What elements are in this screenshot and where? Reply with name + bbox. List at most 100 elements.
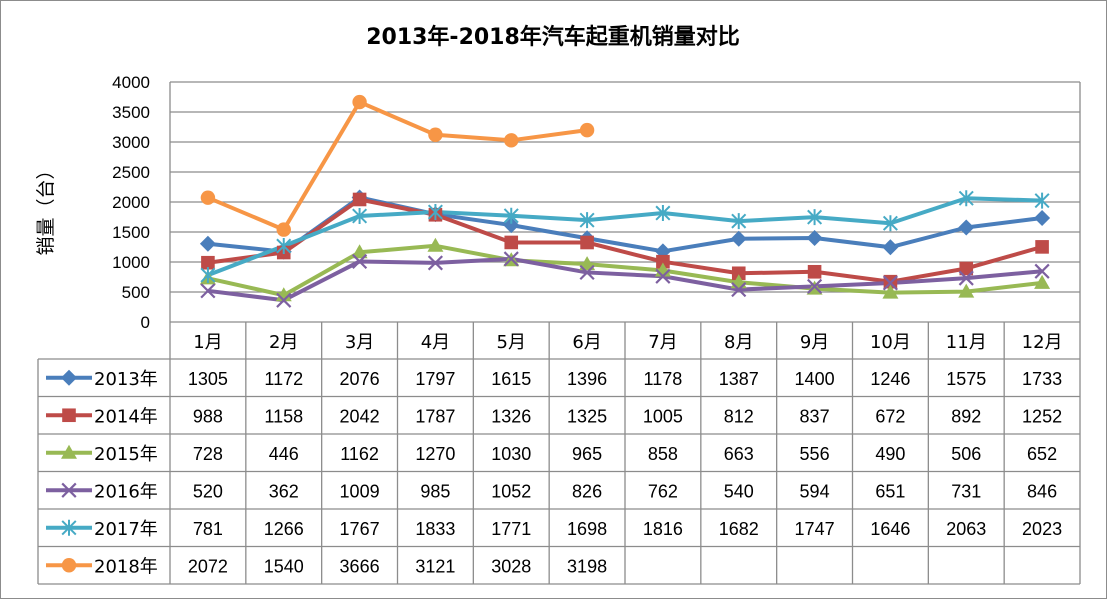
series-line <box>207 196 1043 278</box>
table-cell: 1396 <box>567 369 607 389</box>
table-cell: 858 <box>648 444 678 464</box>
data-point <box>807 209 823 226</box>
data-point <box>428 127 443 142</box>
table-cell: 3028 <box>491 556 531 576</box>
series-line <box>207 256 1043 303</box>
table-cell: 1575 <box>946 369 986 389</box>
x-tick-label: 5月 <box>497 332 526 353</box>
legend-label: 2015年 <box>94 444 158 465</box>
x-tick-label: 7月 <box>648 332 677 353</box>
data-point <box>1034 192 1050 209</box>
table-cell: 1005 <box>643 406 683 426</box>
data-point <box>427 255 443 271</box>
table-cell: 1158 <box>264 406 303 426</box>
table-cell: 1162 <box>340 444 379 464</box>
table-cell: 762 <box>648 481 678 501</box>
data-point <box>731 282 747 298</box>
table-cell: 837 <box>800 406 830 426</box>
table-cell: 651 <box>875 481 905 501</box>
data-point <box>503 251 519 267</box>
table-cell: 985 <box>420 481 450 501</box>
table-cell: 1172 <box>264 369 303 389</box>
y-tick-label: 0 <box>141 313 150 332</box>
table-cell: 1305 <box>188 369 228 389</box>
table-cell: 1816 <box>643 519 683 539</box>
data-point <box>201 255 215 270</box>
table-cell: 1400 <box>795 369 835 389</box>
data-point <box>1035 240 1049 254</box>
x-tick-label: 12月 <box>1022 332 1063 353</box>
data-point <box>1034 210 1051 227</box>
data-point <box>579 122 595 138</box>
table-cell: 1252 <box>1022 406 1062 426</box>
data-point <box>730 230 747 247</box>
legend-label: 2018年 <box>94 556 158 577</box>
data-point <box>352 253 368 270</box>
table-cell: 781 <box>193 519 223 539</box>
x-tick-label: 4月 <box>421 332 450 353</box>
table-cell: 1682 <box>719 519 759 539</box>
x-tick-label: 9月 <box>800 332 829 353</box>
data-point <box>959 261 974 276</box>
table-cell: 1325 <box>567 406 607 426</box>
x-tick-label: 10月 <box>870 332 911 353</box>
data-point <box>958 219 975 236</box>
data-point <box>504 133 519 148</box>
table-cell: 826 <box>572 481 602 501</box>
data-point <box>276 238 292 255</box>
table-cell: 3666 <box>340 556 380 576</box>
data-point <box>579 212 595 229</box>
table-cell: 1052 <box>491 481 531 501</box>
table-cell: 506 <box>951 444 981 464</box>
data-point <box>62 408 76 423</box>
table-cell: 556 <box>800 444 830 464</box>
y-tick-label: 1500 <box>112 223 150 242</box>
series-line <box>207 100 588 232</box>
legend-label: 2016年 <box>94 481 158 502</box>
data-point <box>807 264 822 279</box>
table-cell: 2076 <box>340 369 380 389</box>
data-point <box>276 292 292 308</box>
data-point <box>200 267 216 284</box>
data-point <box>276 222 291 237</box>
series-line <box>207 243 1043 298</box>
x-tick-label: 6月 <box>572 332 601 353</box>
table-cell: 1615 <box>491 369 531 389</box>
table-cell: 731 <box>951 481 981 501</box>
y-tick-label: 4000 <box>112 73 150 92</box>
y-tick-label: 500 <box>122 283 150 302</box>
series-line <box>207 197 1043 284</box>
table-cell: 988 <box>193 406 223 426</box>
table-cell: 540 <box>724 481 754 501</box>
table-cell: 1767 <box>340 519 380 539</box>
data-point <box>61 482 77 498</box>
table-cell: 728 <box>193 444 223 464</box>
table-cell: 1771 <box>491 519 531 539</box>
table-cell: 2042 <box>340 406 380 426</box>
table-cell: 446 <box>269 444 299 464</box>
data-point <box>1034 263 1050 279</box>
data-point <box>731 266 746 281</box>
data-point <box>61 369 77 386</box>
table-cell: 490 <box>875 444 905 464</box>
y-tick-label: 3000 <box>112 133 150 152</box>
data-point <box>504 235 519 250</box>
data-point <box>61 444 77 459</box>
series-markers <box>199 94 1051 308</box>
x-tick-label: 3月 <box>345 332 374 353</box>
y-tick-label: 2500 <box>112 163 150 182</box>
data-point <box>806 230 823 246</box>
table-cell: 594 <box>800 481 830 501</box>
table-cell: 892 <box>951 406 981 426</box>
table-cell: 362 <box>269 481 299 501</box>
data-point <box>61 519 77 536</box>
table-cell: 1733 <box>1022 369 1062 389</box>
table-cell: 1266 <box>264 519 304 539</box>
data-point <box>882 215 898 232</box>
x-tick-label: 2月 <box>269 332 298 353</box>
data-point <box>579 264 595 281</box>
table-cell: 1787 <box>415 406 455 426</box>
data-point <box>351 244 368 259</box>
table-cell: 1009 <box>340 481 380 501</box>
